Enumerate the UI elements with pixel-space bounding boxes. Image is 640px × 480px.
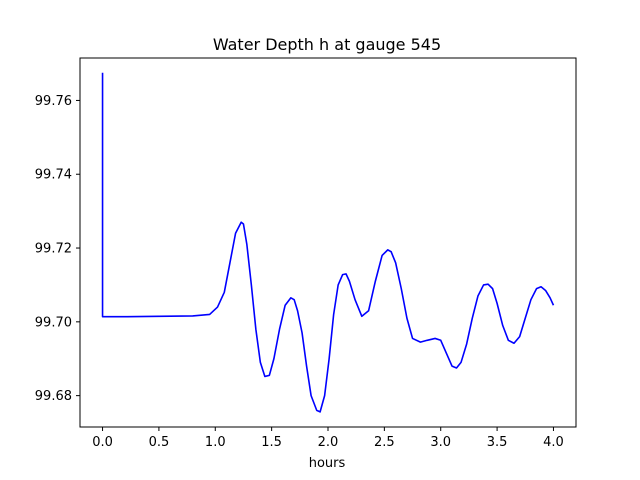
x-tick-label: 3.5 <box>487 435 508 450</box>
y-tick-label: 99.72 <box>35 242 72 257</box>
x-tick-label: 0.0 <box>92 435 113 450</box>
x-tick-label: 4.0 <box>543 435 564 450</box>
series-line-0 <box>101 72 555 413</box>
x-tick-label: 2.0 <box>318 435 339 450</box>
x-tick-label: 2.5 <box>374 435 395 450</box>
chart-title: Water Depth h at gauge 545 <box>213 35 441 54</box>
y-tick-label: 99.74 <box>35 168 72 183</box>
y-tick-label: 99.68 <box>35 389 72 404</box>
x-axis-label: hours <box>309 456 346 471</box>
x-tick-label: 0.5 <box>149 435 170 450</box>
x-tick-label: 1.5 <box>261 435 282 450</box>
y-axis: 99.68 99.70 99.72 99.74 99.76 <box>35 94 80 404</box>
plot-area <box>101 72 555 413</box>
x-axis: 0.0 0.5 1.0 1.5 2.0 2.5 3.0 3.5 4.0 <box>92 427 564 450</box>
x-tick-label: 3.0 <box>430 435 451 450</box>
y-tick-label: 99.70 <box>35 315 72 330</box>
x-tick-label: 1.0 <box>205 435 226 450</box>
y-tick-label: 99.76 <box>35 94 72 109</box>
